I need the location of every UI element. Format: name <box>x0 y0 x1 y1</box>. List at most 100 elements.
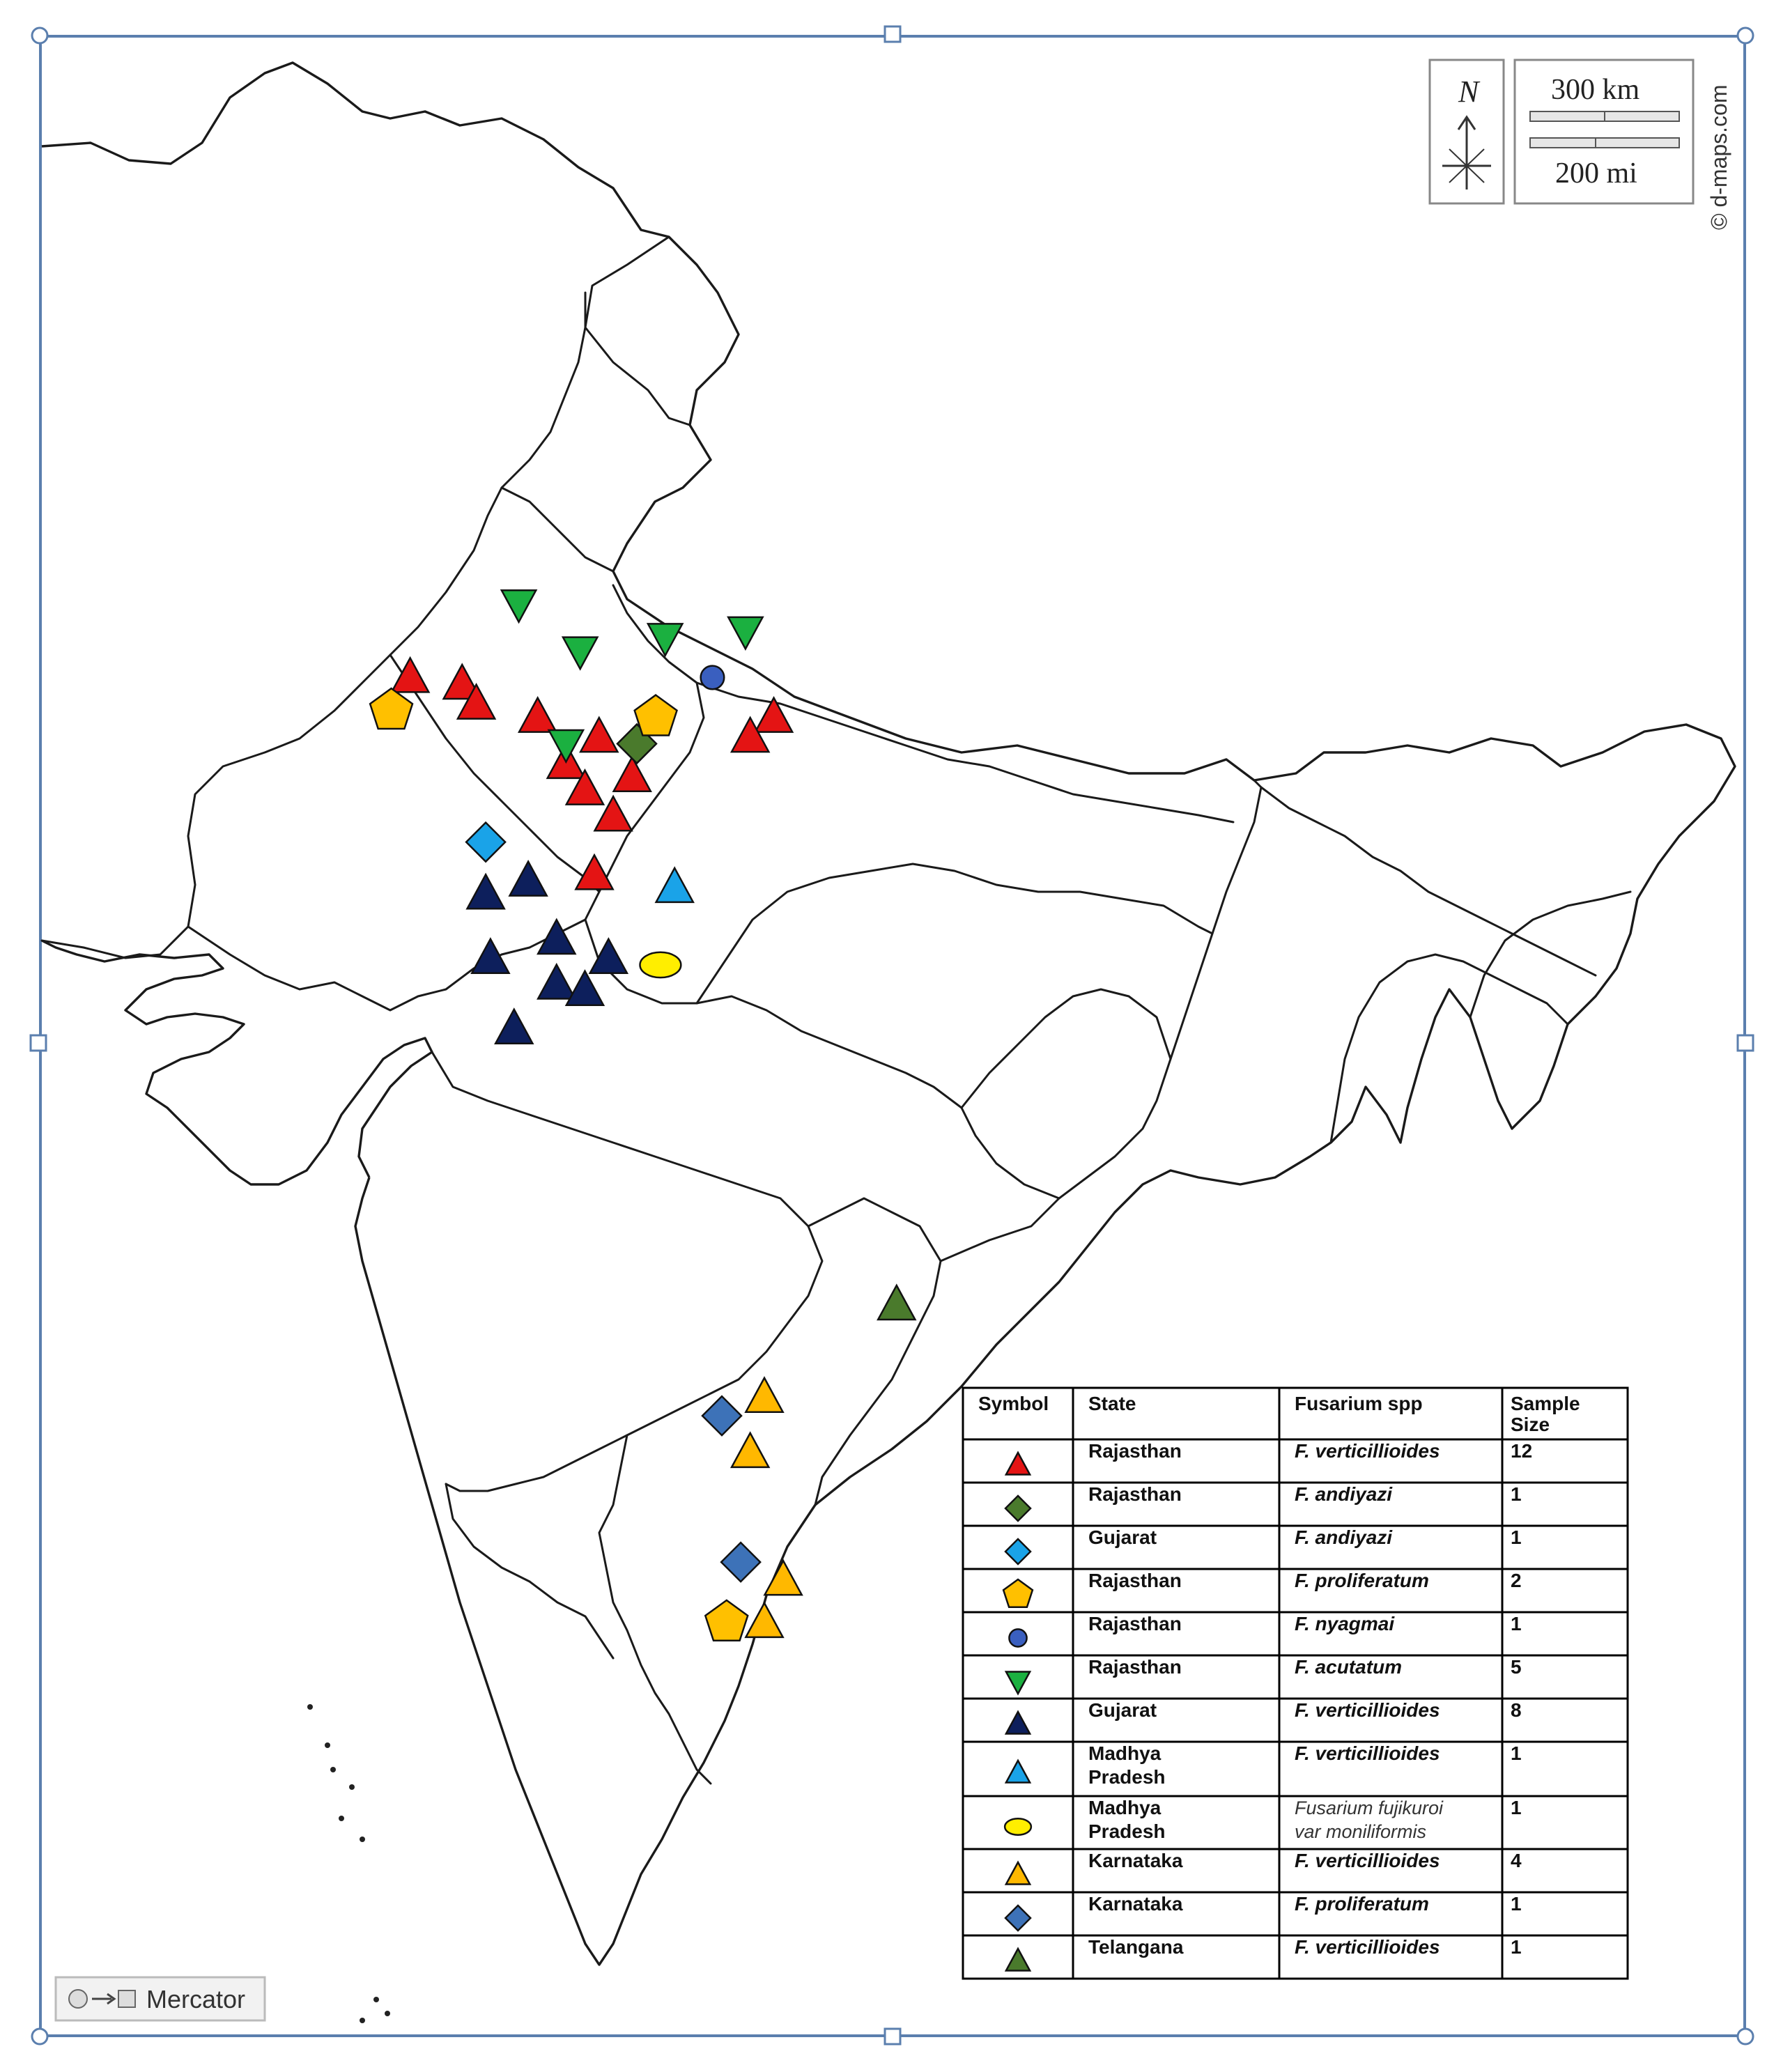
legend-header-symbol: Symbol <box>978 1393 1049 1414</box>
north-label: N <box>1458 75 1481 109</box>
sample-marker-triangle <box>654 866 695 904</box>
frame-handle-bc[interactable] <box>884 2027 902 2046</box>
legend-species: F. verticillioides <box>1295 1936 1440 1958</box>
frame-handle-tc[interactable] <box>884 25 902 43</box>
legend-sample-size: 4 <box>1511 1850 1522 1871</box>
legend-symbol-triangle <box>1004 1710 1032 1735</box>
frame-handle-br[interactable] <box>1736 2027 1754 2046</box>
sample-marker-triangle <box>588 937 629 974</box>
legend-header-size: Sample <box>1511 1393 1580 1414</box>
sample-marker-triangle <box>389 656 431 693</box>
legend-header-size: Size <box>1511 1414 1550 1435</box>
legend-state: Rajasthan <box>1088 1440 1182 1462</box>
legend-state: Pradesh <box>1088 1766 1166 1788</box>
frame-handle-bl[interactable] <box>31 2027 49 2046</box>
sample-marker-diamond <box>720 1541 762 1583</box>
legend-state: Madhya <box>1088 1742 1162 1764</box>
sample-marker-triangle-down <box>561 636 599 671</box>
legend-state: Rajasthan <box>1088 1570 1182 1591</box>
legend-sample-size: 2 <box>1511 1570 1522 1591</box>
legend-species: F. nyagmai <box>1295 1613 1395 1634</box>
circle-icon <box>68 1989 88 2009</box>
legend-sample-size: 1 <box>1511 1742 1522 1764</box>
legend-sample-size: 1 <box>1511 1613 1522 1634</box>
legend-symbol-diamond <box>1004 1904 1032 1932</box>
frame-handle-ml[interactable] <box>29 1034 47 1052</box>
legend-symbol-triangle <box>1004 1451 1032 1476</box>
frame-handle-tr[interactable] <box>1736 26 1754 45</box>
sample-marker-ellipse <box>639 951 682 979</box>
sample-marker-triangle <box>456 682 497 720</box>
legend-state: Rajasthan <box>1088 1613 1182 1634</box>
sample-marker-triangle <box>612 755 652 793</box>
legend-symbol-ellipse <box>1003 1818 1033 1836</box>
legend-state: Gujarat <box>1088 1699 1157 1721</box>
legend-sample-size: 1 <box>1511 1797 1522 1818</box>
sample-marker-pentagon <box>369 687 414 730</box>
arrow-icon <box>107 1993 116 2005</box>
legend-header-species: Fusarium spp <box>1295 1393 1423 1414</box>
legend-species: Fusarium fujikuroi <box>1295 1797 1444 1818</box>
legend-state: Gujarat <box>1088 1526 1157 1548</box>
sample-marker-triangle-down <box>727 616 764 651</box>
legend-species: F. verticillioides <box>1295 1699 1440 1721</box>
sample-marker-diamond <box>465 821 507 863</box>
legend-sample-size: 5 <box>1511 1656 1522 1678</box>
sample-marker-triangle-down <box>646 623 684 658</box>
sample-marker-triangle-down <box>500 589 538 624</box>
sample-marker-triangle <box>730 716 771 753</box>
legend-state: Telangana <box>1088 1936 1184 1958</box>
legend-species: F. andiyazi <box>1295 1526 1393 1548</box>
sample-marker-triangle <box>763 1559 803 1596</box>
legend-species: F. verticillioides <box>1295 1742 1440 1764</box>
frame-handle-mr[interactable] <box>1736 1034 1754 1052</box>
legend-symbol-pentagon <box>1002 1578 1034 1609</box>
legend-sample-size: 1 <box>1511 1893 1522 1915</box>
legend-species: F. verticillioides <box>1295 1440 1440 1462</box>
sample-marker-triangle <box>442 663 482 700</box>
legend-symbol-diamond <box>1004 1494 1032 1522</box>
scale-km-label: 300 km <box>1551 74 1640 106</box>
legend-symbol-triangle <box>1004 1860 1032 1885</box>
legend-species: F. proliferatum <box>1295 1570 1429 1591</box>
legend-symbol-circle <box>1008 1628 1028 1648</box>
legend-symbol-diamond <box>1004 1538 1032 1565</box>
sample-marker-triangle <box>744 1601 785 1639</box>
legend-state: Rajasthan <box>1088 1483 1182 1505</box>
projection-badge: Mercator <box>54 1976 266 2022</box>
legend-sample-size: 1 <box>1511 1526 1522 1548</box>
frame-handle-tl[interactable] <box>31 26 49 45</box>
legend-species: F. verticillioides <box>1295 1850 1440 1871</box>
sample-markers <box>369 589 917 1642</box>
sample-marker-triangle <box>508 860 548 897</box>
legend-state: Rajasthan <box>1088 1656 1182 1678</box>
sample-marker-triangle <box>564 969 605 1006</box>
legend-sample-size: 8 <box>1511 1699 1522 1721</box>
sample-marker-triangle <box>593 794 633 832</box>
legend-state: Karnataka <box>1088 1893 1183 1915</box>
scale-mi-label: 200 mi <box>1555 157 1637 190</box>
legend-sample-size: 1 <box>1511 1483 1522 1505</box>
sample-marker-circle <box>700 665 725 690</box>
sample-marker-triangle <box>537 918 577 955</box>
legend-header-state: State <box>1088 1393 1136 1414</box>
legend-state: Karnataka <box>1088 1850 1183 1871</box>
legend-sample-size: 12 <box>1511 1440 1532 1462</box>
sample-marker-triangle <box>470 937 511 974</box>
sample-marker-triangle <box>564 768 605 805</box>
square-icon <box>118 1990 136 2008</box>
credit-text: © d-maps.com <box>1706 84 1731 230</box>
sample-marker-triangle <box>537 962 577 1000</box>
sample-marker-triangle <box>877 1283 917 1321</box>
projection-label: Mercator <box>146 1985 245 2013</box>
sample-marker-triangle <box>465 872 506 910</box>
sample-marker-triangle <box>574 853 615 890</box>
legend-species: F. acutatum <box>1295 1656 1402 1678</box>
sample-marker-triangle <box>494 1007 534 1044</box>
scale-bar: 300 km 200 mi <box>1513 59 1695 205</box>
sample-marker-diamond <box>701 1395 743 1437</box>
legend-sample-size: 1 <box>1511 1936 1522 1958</box>
island-dots <box>307 1704 390 2023</box>
